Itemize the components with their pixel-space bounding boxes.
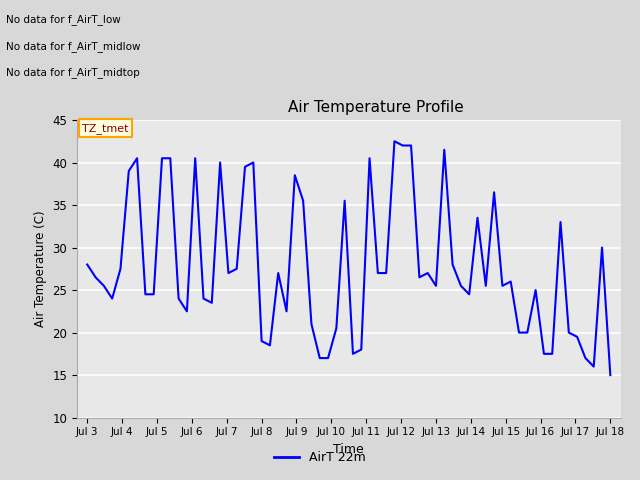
Text: No data for f_AirT_midtop: No data for f_AirT_midtop (6, 67, 140, 78)
Text: No data for f_AirT_midlow: No data for f_AirT_midlow (6, 41, 141, 52)
Y-axis label: Air Temperature (C): Air Temperature (C) (34, 211, 47, 327)
X-axis label: Time: Time (333, 443, 364, 456)
Title: Air Temperature Profile: Air Temperature Profile (288, 100, 464, 115)
Legend: AirT 22m: AirT 22m (269, 446, 371, 469)
Text: No data for f_AirT_low: No data for f_AirT_low (6, 14, 121, 25)
Text: TZ_tmet: TZ_tmet (83, 123, 129, 134)
